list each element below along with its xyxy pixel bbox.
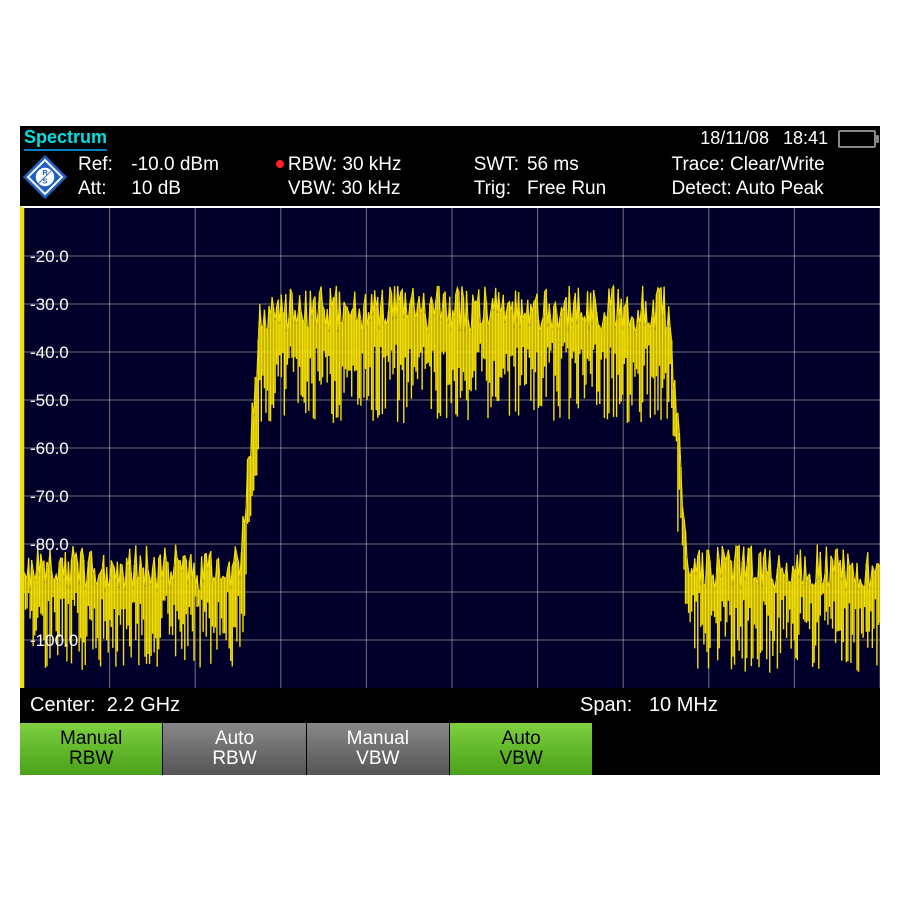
svg-text:R: R xyxy=(42,168,48,177)
svg-text:-100.0: -100.0 xyxy=(30,631,78,650)
softkey-manual-rbw[interactable]: Manual RBW xyxy=(20,723,163,775)
svg-text:S: S xyxy=(43,176,48,185)
time-label: 18:41 xyxy=(783,128,828,149)
manual-indicator-icon xyxy=(276,160,284,168)
swt: SWT: 56 ms xyxy=(474,154,664,176)
frequency-info-bar: Center: 2.2 GHz Span: 10 MHz xyxy=(20,688,880,723)
trace-mode: Trace: Clear/Write xyxy=(672,154,876,176)
svg-text:-50.0: -50.0 xyxy=(30,391,69,410)
parameter-bar: R S Ref: -10.0 dBm RBW: 30 kHz SWT: 56 m… xyxy=(20,152,880,206)
vbw: VBW: 30 kHz xyxy=(276,178,466,200)
softkey-empty-6 xyxy=(737,723,880,775)
softkey-auto-vbw[interactable]: Auto VBW xyxy=(450,723,593,775)
softkey-manual-vbw[interactable]: Manual VBW xyxy=(307,723,450,775)
center-frequency: Center: 2.2 GHz xyxy=(30,694,320,717)
svg-text:-20.0: -20.0 xyxy=(30,247,69,266)
rbw: RBW: 30 kHz xyxy=(276,154,466,176)
softkey-auto-rbw[interactable]: Auto RBW xyxy=(163,723,306,775)
attenuation: Att: 10 dB xyxy=(78,178,268,200)
spectrum-trace: -20.0 -30.0 -40.0 -50.0 -60.0 -70.0 -80.0 -100.… xyxy=(24,208,880,688)
detector: Detect: Auto Peak xyxy=(672,178,876,200)
softkey-empty-5 xyxy=(593,723,736,775)
brand-logo-icon: R S xyxy=(22,154,68,200)
trigger: Trig: Free Run xyxy=(474,178,664,200)
mode-label: Spectrum xyxy=(24,127,107,151)
svg-text:-40.0: -40.0 xyxy=(30,343,69,362)
svg-text:-60.0: -60.0 xyxy=(30,439,69,458)
span: Span: 10 MHz xyxy=(320,694,870,717)
title-bar: Spectrum 18/11/08 18:41 xyxy=(20,126,880,152)
svg-text:-80.0: -80.0 xyxy=(30,535,69,554)
date-label: 18/11/08 xyxy=(700,128,769,149)
svg-text:-70.0: -70.0 xyxy=(30,487,69,506)
softkey-bar: Manual RBW Auto RBW Manual VBW Auto VBW xyxy=(20,723,880,775)
svg-text:-30.0: -30.0 xyxy=(30,295,69,314)
spectrum-plot: -20.0 -30.0 -40.0 -50.0 -60.0 -70.0 -80.0 -100.… xyxy=(20,206,880,688)
spectrum-analyzer-screen: Spectrum 18/11/08 18:41 R S Ref: -10.0 d… xyxy=(20,126,880,775)
battery-icon xyxy=(838,130,876,148)
ref-level: Ref: -10.0 dBm xyxy=(78,154,268,176)
